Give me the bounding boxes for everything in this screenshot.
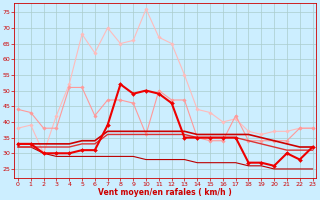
X-axis label: Vent moyen/en rafales ( km/h ): Vent moyen/en rafales ( km/h ) xyxy=(98,188,232,197)
